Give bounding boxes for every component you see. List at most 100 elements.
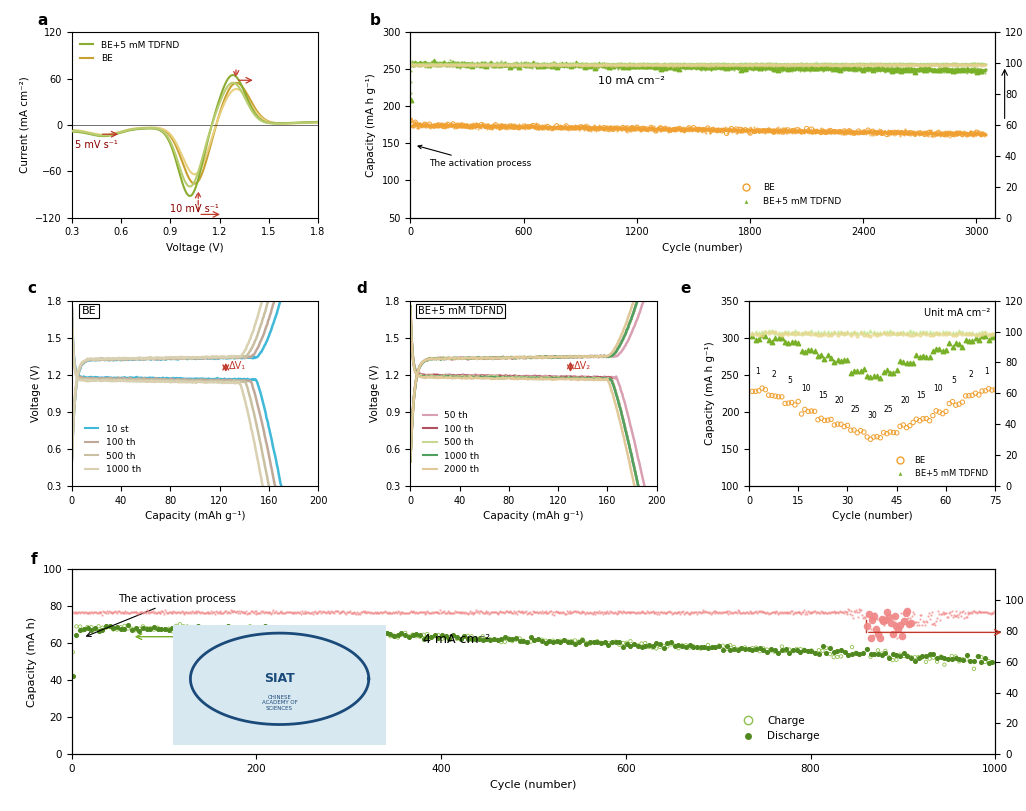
Point bbox=[600, 123, 617, 136]
Point bbox=[201, 622, 218, 635]
Legend: Charge, Discharge: Charge, Discharge bbox=[734, 712, 824, 745]
Point bbox=[487, 58, 504, 71]
Point bbox=[755, 643, 772, 656]
Point bbox=[402, 94, 419, 107]
Point bbox=[390, 631, 406, 644]
Point bbox=[570, 636, 587, 649]
Point bbox=[899, 357, 915, 370]
Point bbox=[566, 634, 583, 647]
Point bbox=[760, 388, 777, 401]
Point bbox=[390, 629, 406, 642]
Point bbox=[862, 650, 878, 663]
Point bbox=[460, 629, 476, 642]
Point bbox=[552, 636, 568, 649]
Point bbox=[558, 58, 575, 71]
Point bbox=[880, 651, 897, 664]
Point bbox=[870, 628, 886, 641]
Point bbox=[790, 327, 806, 340]
Point bbox=[556, 634, 573, 647]
Point bbox=[630, 640, 646, 653]
Point bbox=[899, 326, 915, 339]
Point bbox=[467, 632, 483, 645]
Point bbox=[889, 64, 905, 77]
Point bbox=[947, 650, 963, 663]
Point bbox=[725, 641, 742, 654]
Text: 10 mV s⁻¹: 10 mV s⁻¹ bbox=[170, 204, 220, 214]
Point bbox=[549, 119, 565, 132]
Point bbox=[987, 326, 1003, 339]
Point bbox=[964, 326, 981, 339]
Point bbox=[234, 622, 250, 635]
Point bbox=[508, 633, 524, 646]
Point bbox=[591, 58, 607, 71]
Point bbox=[663, 638, 679, 651]
Text: 2: 2 bbox=[969, 371, 973, 380]
Point bbox=[529, 120, 546, 133]
Point bbox=[763, 325, 780, 338]
Point bbox=[928, 342, 944, 355]
Point bbox=[754, 382, 771, 395]
Point bbox=[261, 622, 277, 635]
Point bbox=[862, 433, 878, 446]
Point bbox=[936, 62, 952, 75]
Point bbox=[733, 123, 749, 136]
Point bbox=[924, 409, 941, 422]
Point bbox=[944, 395, 960, 408]
Point bbox=[741, 642, 757, 655]
Point bbox=[875, 614, 892, 627]
Point bbox=[511, 632, 527, 645]
Point bbox=[538, 634, 554, 647]
Point bbox=[249, 622, 266, 635]
Point bbox=[371, 627, 388, 640]
Point bbox=[825, 646, 841, 659]
Point bbox=[880, 610, 897, 623]
Point bbox=[836, 646, 853, 659]
Point bbox=[175, 620, 192, 633]
Point bbox=[544, 122, 560, 135]
Point bbox=[548, 636, 564, 649]
Point bbox=[896, 650, 912, 663]
Point bbox=[892, 355, 908, 368]
Point bbox=[796, 644, 813, 657]
Point bbox=[784, 327, 800, 340]
Point bbox=[907, 654, 923, 667]
Point bbox=[932, 327, 948, 340]
Point bbox=[803, 343, 820, 356]
Point bbox=[349, 626, 365, 639]
Point bbox=[727, 122, 744, 135]
Point bbox=[935, 344, 951, 357]
Point bbox=[862, 370, 878, 383]
Point bbox=[754, 328, 771, 341]
Point bbox=[562, 122, 579, 135]
Point bbox=[501, 632, 517, 645]
Point bbox=[875, 326, 892, 339]
Point bbox=[434, 629, 450, 642]
Point bbox=[123, 624, 140, 637]
Point bbox=[892, 327, 908, 340]
Point bbox=[670, 639, 686, 652]
Text: 10 mA cm⁻²: 10 mA cm⁻² bbox=[597, 76, 665, 86]
Point bbox=[644, 639, 661, 652]
Point bbox=[866, 431, 882, 444]
Point bbox=[762, 644, 779, 657]
Point bbox=[839, 354, 856, 367]
Point bbox=[790, 395, 806, 408]
Point bbox=[643, 121, 660, 134]
Point bbox=[449, 118, 466, 131]
Point bbox=[845, 365, 862, 378]
Point bbox=[563, 635, 580, 648]
Point bbox=[426, 55, 442, 68]
Point bbox=[570, 635, 587, 648]
Point bbox=[747, 125, 763, 138]
Point bbox=[448, 633, 465, 646]
Point bbox=[256, 621, 273, 634]
Point bbox=[168, 620, 185, 633]
Text: 2: 2 bbox=[772, 371, 776, 380]
Point bbox=[622, 639, 638, 652]
Point bbox=[855, 647, 871, 660]
Point bbox=[400, 630, 417, 643]
Point bbox=[981, 328, 997, 341]
Point bbox=[964, 328, 981, 341]
Point bbox=[497, 630, 513, 643]
Point bbox=[977, 651, 993, 664]
